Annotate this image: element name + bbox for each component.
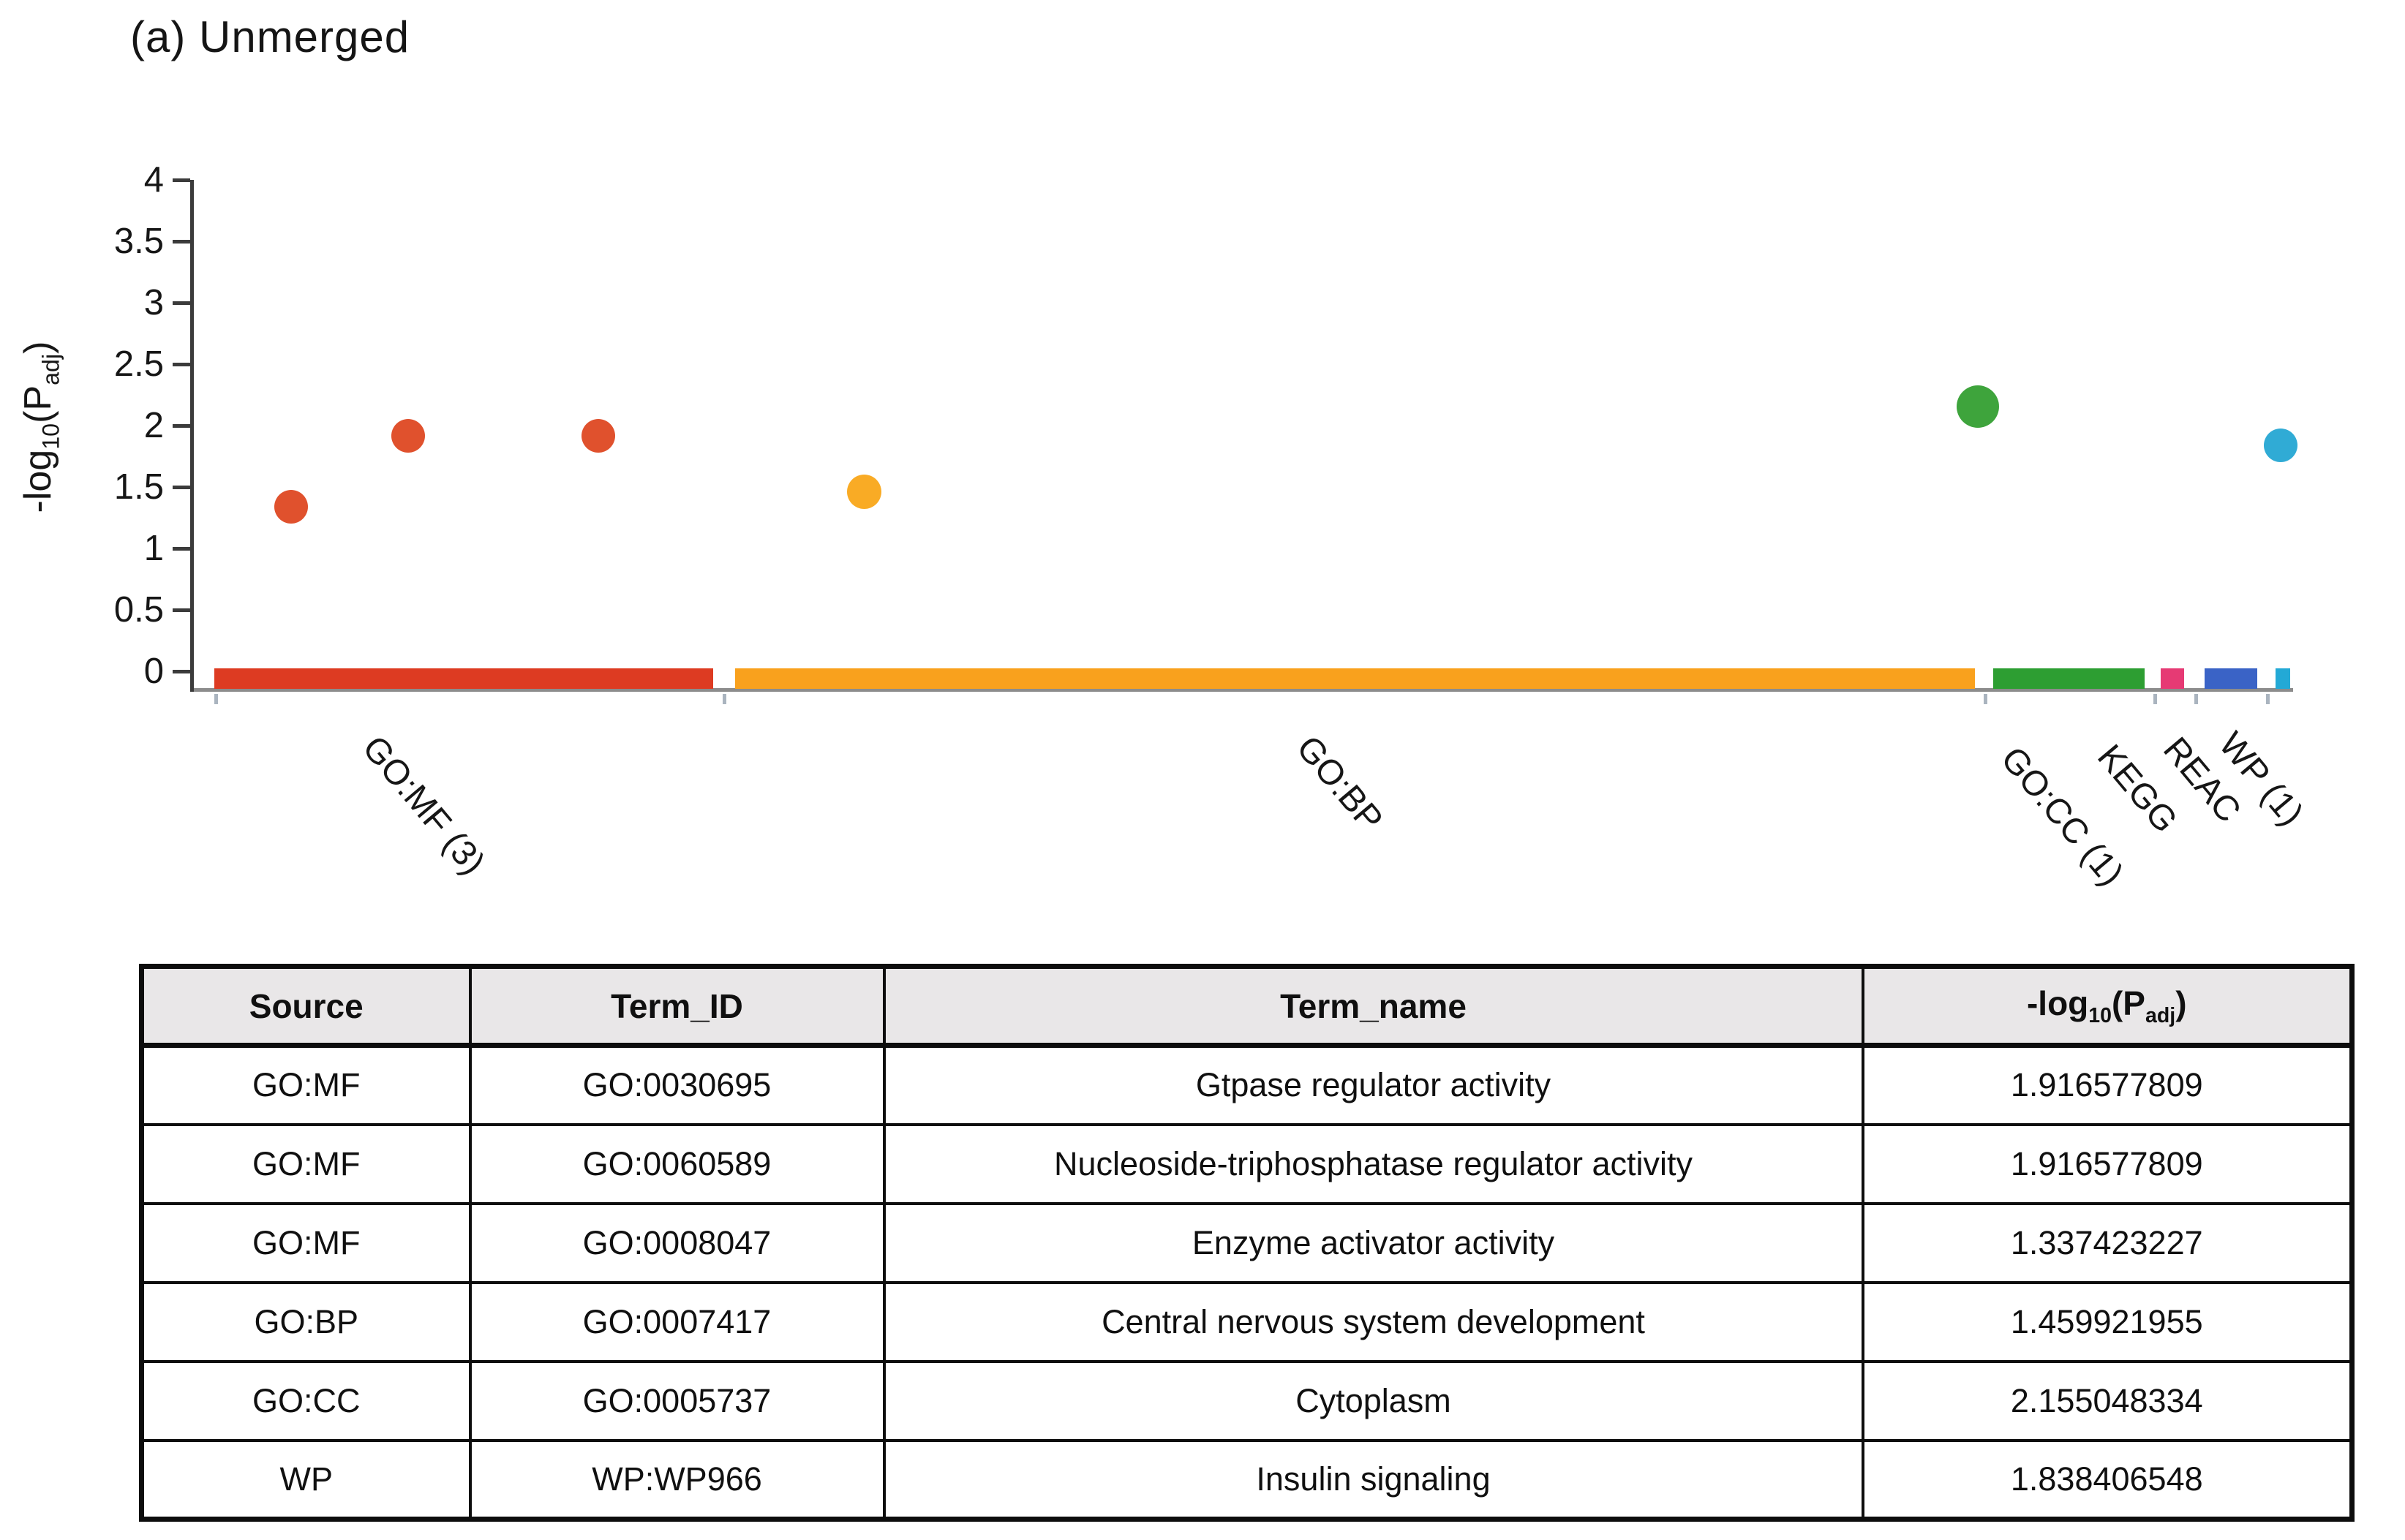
y-tick-label: 2.5 [113, 344, 164, 384]
category-label-go-bp: GO:BP [1289, 728, 1390, 839]
category-label-go-mf-3: GO:MF (3) [355, 728, 493, 883]
table-cell: WP [140, 1438, 472, 1521]
table-cell: GO:0060589 [468, 1122, 886, 1205]
table-cell: GO:MF [140, 1122, 472, 1205]
column-header-term-name: Term_name [882, 965, 1864, 1048]
table-cell: Cytoplasm [882, 1359, 1864, 1442]
y-tick [173, 301, 190, 305]
y-tick [173, 486, 190, 489]
table-cell: GO:0030695 [468, 1043, 886, 1126]
source-bar-wp-1 [2276, 668, 2290, 689]
y-tick-label: 0 [143, 652, 164, 691]
x-axis-line [194, 688, 2293, 692]
x-axis-subtick [1984, 694, 1987, 704]
data-point-go-cc-cytoplasm [1957, 385, 1999, 428]
x-axis-subtick [214, 694, 218, 704]
data-point-go-mf-enzyme-activator [274, 490, 308, 524]
y-tick [173, 240, 190, 244]
x-axis-subtick [723, 694, 726, 704]
y-tick [173, 608, 190, 612]
source-bar-go-cc-1 [1993, 668, 2145, 689]
y-tick-label: 3.5 [113, 222, 164, 261]
y-tick [173, 424, 190, 428]
table-cell: 1.916577809 [1861, 1043, 2354, 1126]
y-tick-label: 2 [143, 406, 164, 445]
source-bar-kegg [2161, 668, 2184, 689]
table-cell: GO:0008047 [468, 1201, 886, 1284]
data-point-go-mf-nucleoside-triphosphatase [582, 419, 615, 453]
y-tick-label: 3 [143, 283, 164, 322]
data-point-wp-insulin-signaling [2264, 429, 2297, 463]
table-cell: Enzyme activator activity [882, 1201, 1864, 1284]
y-tick-label: 1.5 [113, 467, 164, 507]
table-cell: 1.337423227 [1861, 1201, 2354, 1284]
column-header-minus-log10-padj: -log10(Padj) [1861, 965, 2354, 1048]
table-row: GO:MF GO:0030695 Gtpase regulator activity… [140, 1043, 2354, 1126]
results-table-head: Source Term_ID Term_name -log10(Padj) [140, 965, 2354, 1048]
figure-title: (a) Unmerged [130, 12, 410, 61]
table-cell: 2.155048334 [1861, 1359, 2354, 1442]
y-tick [173, 547, 190, 551]
table-cell: 1.459921955 [1861, 1280, 2354, 1363]
y-tick [173, 670, 190, 673]
y-tick-label: 4 [143, 160, 164, 200]
y-tick [173, 178, 190, 182]
results-table: Source Term_ID Term_name -log10(Padj) GO:MF… [139, 964, 2355, 1522]
column-header-term-id: Term_ID [468, 965, 886, 1048]
table-cell: Nucleoside-triphosphatase regulator acti… [882, 1122, 1864, 1205]
y-tick [173, 363, 190, 366]
table-row: GO:BP GO:0007417 Central nervous system de… [140, 1280, 2354, 1363]
table-cell: GO:MF [140, 1043, 472, 1126]
results-table-body: GO:MF GO:0030695 Gtpase regulator activity… [140, 1043, 2354, 1521]
x-axis-subtick [2266, 694, 2270, 704]
table-row: GO:MF GO:0060589 Nucleoside-triphosphatase… [140, 1122, 2354, 1205]
y-axis-line [190, 180, 194, 692]
table-cell: GO:CC [140, 1359, 472, 1442]
table-cell: Gtpase regulator activity [882, 1043, 1864, 1126]
column-header-source: Source [140, 965, 472, 1048]
table-cell: GO:BP [140, 1280, 472, 1363]
table-cell: GO:0005737 [468, 1359, 886, 1442]
table-row: GO:MF GO:0008047 Enzyme activator activity… [140, 1201, 2354, 1284]
source-bar-go-mf-3 [214, 668, 713, 689]
source-bar-go-bp [735, 668, 1975, 689]
table-cell: 1.916577809 [1861, 1122, 2354, 1205]
table-cell: 1.838406548 [1861, 1438, 2354, 1521]
x-axis-subtick [2194, 694, 2198, 704]
table-header-row: Source Term_ID Term_name -log10(Padj) [140, 965, 2354, 1048]
x-axis-subtick [2153, 694, 2157, 704]
table-cell: GO:0007417 [468, 1280, 886, 1363]
table-row: WP WP:WP966 Insulin signaling 1.838406548 [140, 1438, 2354, 1521]
manhattan-plot: -log10(Padj) 0 0.5 1 1.5 2 2.5 3 3.5 4 GO:MF (3) G… [17, 160, 2311, 894]
y-tick-label: 1 [143, 529, 164, 568]
table-cell: Insulin signaling [882, 1438, 1864, 1521]
source-bar-reac [2205, 668, 2257, 689]
table-cell: GO:MF [140, 1201, 472, 1284]
table-cell: Central nervous system development [882, 1280, 1864, 1363]
data-point-go-mf-gtpase-regulator [391, 419, 425, 453]
table-cell: WP:WP966 [468, 1438, 886, 1521]
y-tick-label: 0.5 [113, 590, 164, 630]
data-point-go-bp-central-nervous [846, 475, 881, 510]
table-row: GO:CC GO:0005737 Cytoplasm 2.155048334 [140, 1359, 2354, 1442]
